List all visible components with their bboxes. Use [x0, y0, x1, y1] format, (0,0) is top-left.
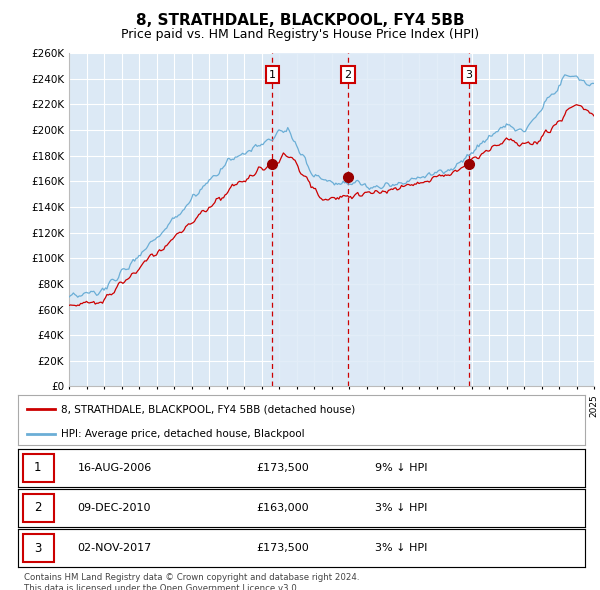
Text: 1: 1 — [34, 461, 41, 474]
Bar — [272, 53, 348, 386]
Text: 16-AUG-2006: 16-AUG-2006 — [77, 463, 152, 473]
Bar — [348, 53, 469, 386]
Text: 8, STRATHDALE, BLACKPOOL, FY4 5BB: 8, STRATHDALE, BLACKPOOL, FY4 5BB — [136, 13, 464, 28]
Text: 2: 2 — [344, 70, 352, 80]
Text: 3: 3 — [465, 70, 472, 80]
Text: 8, STRATHDALE, BLACKPOOL, FY4 5BB (detached house): 8, STRATHDALE, BLACKPOOL, FY4 5BB (detac… — [61, 404, 355, 414]
Text: 9% ↓ HPI: 9% ↓ HPI — [375, 463, 428, 473]
Text: 09-DEC-2010: 09-DEC-2010 — [77, 503, 151, 513]
Text: £163,000: £163,000 — [256, 503, 309, 513]
Text: 3% ↓ HPI: 3% ↓ HPI — [375, 503, 428, 513]
Text: 3% ↓ HPI: 3% ↓ HPI — [375, 543, 428, 553]
FancyBboxPatch shape — [23, 534, 54, 562]
FancyBboxPatch shape — [23, 454, 54, 482]
Text: Price paid vs. HM Land Registry's House Price Index (HPI): Price paid vs. HM Land Registry's House … — [121, 28, 479, 41]
Text: £173,500: £173,500 — [256, 543, 309, 553]
Text: 3: 3 — [34, 542, 41, 555]
Text: 2: 2 — [34, 502, 41, 514]
Text: 1: 1 — [269, 70, 276, 80]
Text: Contains HM Land Registry data © Crown copyright and database right 2024.
This d: Contains HM Land Registry data © Crown c… — [24, 573, 359, 590]
Text: £173,500: £173,500 — [256, 463, 309, 473]
Text: HPI: Average price, detached house, Blackpool: HPI: Average price, detached house, Blac… — [61, 430, 304, 440]
FancyBboxPatch shape — [23, 494, 54, 522]
Text: 02-NOV-2017: 02-NOV-2017 — [77, 543, 152, 553]
